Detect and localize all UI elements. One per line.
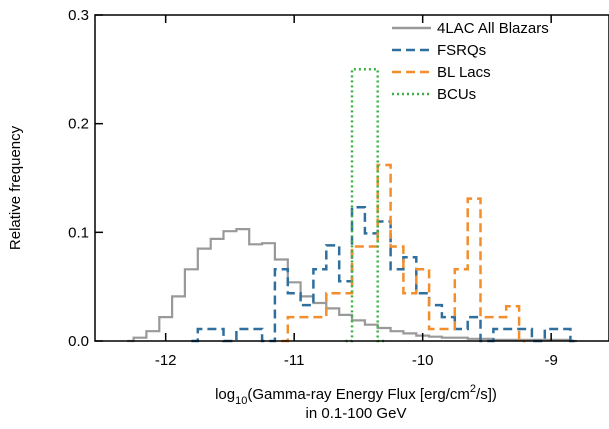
x-axis-label-tail: /s])	[476, 386, 497, 403]
legend: 4LAC All Blazars FSRQs BL Lacs BCUs	[392, 20, 549, 103]
y-tick-label: 0.2	[68, 116, 89, 133]
y-axis-label: Relative frequency	[7, 125, 24, 250]
y-tick-label: 0.1	[68, 224, 89, 241]
x-axis-label-main: (Gamma-ray Energy Flux [erg/cm	[247, 386, 470, 403]
x-axis-label-power: 2	[470, 383, 476, 395]
x-tick-label: -12	[155, 352, 177, 369]
x-axis-label-line2: in 0.1-100 GeV	[306, 405, 407, 422]
y-tick-label: 0.3	[68, 7, 89, 24]
ticks-layer: -12 -11 -10 -9 0.0 0.1 0.2 0.3	[68, 7, 558, 369]
legend-label: BCUs	[437, 86, 476, 103]
series-layer	[127, 68, 577, 343]
x-tick-label: -11	[284, 352, 305, 369]
x-tick-label: -10	[412, 352, 434, 369]
x-axis-label: log10(Gamma-ray Energy Flux [erg/cm2/s])	[215, 383, 497, 407]
legend-label: 4LAC All Blazars	[437, 20, 549, 37]
legend-label: BL Lacs	[437, 64, 491, 81]
series-line-bl-lacs	[281, 163, 526, 343]
x-axis-label-log: log	[215, 386, 235, 403]
y-tick-label: 0.0	[68, 333, 89, 350]
x-axis-label-base: 10	[235, 395, 247, 407]
x-tick-label: -9	[545, 352, 558, 369]
legend-label: FSRQs	[437, 42, 486, 59]
plot-frame	[94, 14, 609, 342]
